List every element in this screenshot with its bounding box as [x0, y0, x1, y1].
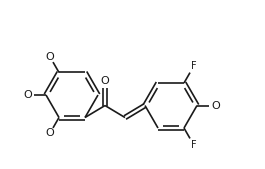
- Text: O: O: [46, 52, 54, 62]
- Text: O: O: [24, 90, 32, 100]
- Text: F: F: [191, 140, 197, 150]
- Text: O: O: [212, 101, 220, 111]
- Text: F: F: [191, 61, 197, 71]
- Text: O: O: [46, 128, 54, 138]
- Text: O: O: [101, 76, 109, 86]
